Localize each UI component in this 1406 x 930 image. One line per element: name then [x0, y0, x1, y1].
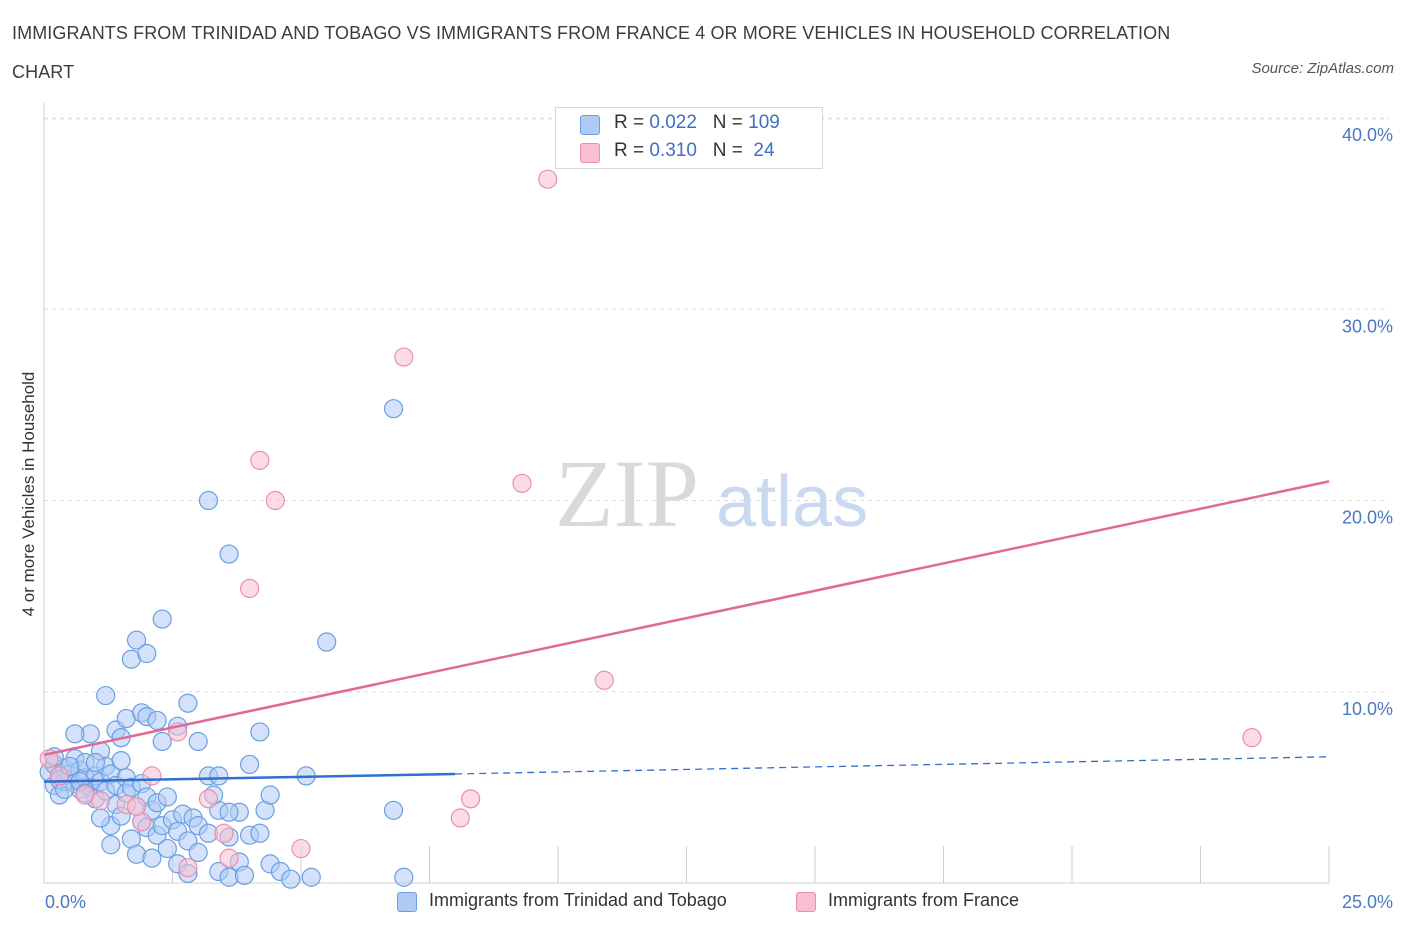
y-tick-label: 30.0% — [1342, 316, 1393, 336]
point — [142, 766, 162, 786]
point — [538, 169, 558, 189]
grid — [44, 117, 1389, 693]
point — [198, 490, 219, 511]
point — [250, 823, 270, 843]
point — [291, 838, 311, 859]
point — [317, 632, 337, 652]
point — [240, 578, 260, 599]
point — [219, 848, 239, 868]
legend-label: Immigrants from Trinidad and Tobago — [429, 890, 727, 910]
point — [234, 865, 255, 885]
point — [219, 544, 239, 564]
legend-swatch-pink — [796, 892, 816, 912]
point — [198, 789, 219, 809]
point — [152, 731, 172, 752]
point — [265, 490, 285, 511]
trend-extension-trinidad — [455, 756, 1330, 775]
point — [219, 802, 239, 822]
series-trinidad-tobago — [39, 399, 414, 889]
point — [594, 670, 614, 690]
source-label: Source: ZipAtlas.com — [1251, 60, 1394, 77]
point — [188, 731, 208, 752]
trend-lines — [43, 480, 1330, 783]
n-label: N = — [712, 140, 749, 161]
series-france — [39, 169, 1262, 878]
watermark: ZIP atlas — [555, 440, 868, 547]
point — [301, 867, 321, 887]
point — [209, 766, 229, 786]
y-tick-label: 10.0% — [1342, 699, 1393, 719]
point — [126, 630, 147, 650]
r-label: R = — [614, 140, 650, 161]
point — [65, 724, 85, 744]
point — [96, 685, 116, 706]
point — [383, 800, 404, 820]
point — [383, 399, 404, 419]
chart-title: IMMIGRANTS FROM TRINIDAD AND TOBAGO VS I… — [12, 23, 1171, 82]
point — [126, 796, 147, 817]
x-tick-label-max: 25.0% — [1342, 892, 1393, 912]
point — [250, 722, 270, 742]
trend-line-trinidad — [43, 772, 456, 783]
watermark-zip: ZIP — [555, 440, 699, 547]
point — [450, 808, 470, 828]
y-axis-title: 4 or more Vehicles in Household — [19, 372, 38, 617]
point — [240, 754, 260, 775]
point — [137, 643, 157, 664]
r-label: R = — [614, 112, 650, 133]
n-value: 109 — [748, 112, 780, 133]
watermark-atlas: atlas — [716, 462, 868, 542]
point — [260, 785, 280, 805]
point — [1242, 728, 1262, 748]
point — [90, 791, 111, 811]
point — [188, 842, 208, 863]
point — [394, 867, 414, 887]
point — [85, 752, 106, 773]
point — [152, 609, 172, 629]
point — [250, 450, 270, 470]
legend-swatch-pink — [580, 143, 600, 163]
correlation-legend: R = 0.022 N = 109 R = 0.310 N = 24 — [555, 107, 823, 169]
y-tick-label: 40.0% — [1342, 125, 1393, 145]
point — [461, 789, 481, 809]
point — [394, 347, 414, 367]
point — [157, 838, 177, 859]
n-label: N = — [712, 112, 749, 133]
point — [101, 835, 121, 855]
legend-label: Immigrants from France — [828, 890, 1020, 910]
legend-swatch-blue — [580, 115, 600, 135]
point — [281, 869, 301, 889]
tick-labels: 10.0% 20.0% 30.0% 40.0% 0.0% 25.0% — [45, 125, 1393, 912]
point — [178, 858, 198, 878]
point — [111, 750, 131, 771]
point — [142, 848, 162, 868]
y-tick-label: 20.0% — [1342, 508, 1393, 528]
n-value: 24 — [748, 140, 775, 161]
point — [157, 787, 177, 807]
point — [512, 473, 532, 493]
trend-line-france — [43, 480, 1330, 757]
legend-swatch-blue — [397, 892, 417, 912]
point — [90, 808, 111, 828]
r-value: 0.310 — [649, 140, 697, 161]
point — [147, 710, 167, 731]
x-tick-label-min: 0.0% — [45, 892, 86, 912]
r-value: 0.022 — [649, 112, 697, 133]
point — [214, 823, 234, 843]
point — [178, 693, 198, 713]
